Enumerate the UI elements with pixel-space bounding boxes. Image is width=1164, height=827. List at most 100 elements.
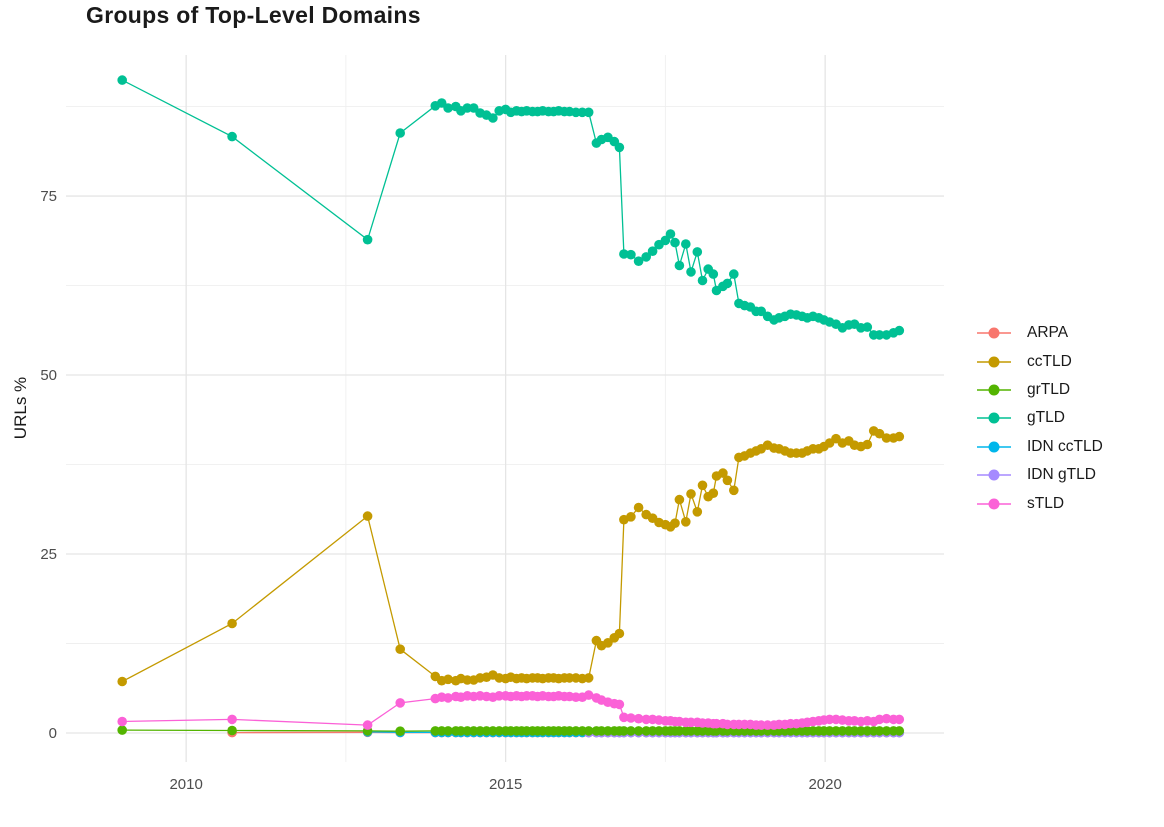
data-point-grtld <box>626 726 636 736</box>
data-point-cctld <box>862 439 873 450</box>
data-point-cctld <box>881 433 892 443</box>
legend-label: ccTLD <box>1027 352 1072 370</box>
data-point-cctld <box>674 494 685 505</box>
data-point-cctld <box>633 502 644 513</box>
data-point-grtld <box>619 726 629 736</box>
data-point-cctld <box>681 517 691 527</box>
data-point-gtld <box>692 247 703 257</box>
data-point-cctld <box>626 512 636 522</box>
data-point-gtld <box>665 229 676 239</box>
data-point-gtld <box>681 239 691 249</box>
legend-label: gTLD <box>1027 409 1065 427</box>
data-point-stld <box>874 714 885 725</box>
legend-key-icon <box>977 327 1011 339</box>
y-tick-label: 75 <box>40 188 57 205</box>
data-point-gtld <box>660 235 671 246</box>
data-point-gtld <box>619 249 629 259</box>
data-point-cctld <box>692 507 703 517</box>
data-point-stld <box>583 690 594 700</box>
legend-key-icon <box>977 441 1011 453</box>
data-point-gtld <box>117 75 127 85</box>
legend-label: IDN ccTLD <box>1027 437 1103 455</box>
data-point-gtld <box>874 330 885 340</box>
data-point-grtld <box>395 726 406 736</box>
data-point-gtld <box>697 275 708 286</box>
data-point-grtld <box>881 726 892 736</box>
legend-key-icon <box>977 498 1011 510</box>
data-point-gtld <box>488 113 498 123</box>
data-point-stld <box>227 714 237 725</box>
data-point-gtld <box>647 246 658 256</box>
data-point-gtld <box>708 269 719 279</box>
legend-label: IDN gTLD <box>1027 466 1096 484</box>
data-point-cctld <box>117 676 127 687</box>
data-point-stld <box>395 698 406 708</box>
data-point-stld <box>626 713 636 723</box>
legend-label: grTLD <box>1027 380 1071 398</box>
data-point-stld <box>362 720 373 730</box>
legend-label: ARPA <box>1027 324 1069 342</box>
data-point-gtld <box>395 128 406 138</box>
data-point-gtld <box>686 267 696 277</box>
legend-item-arpa: ARPA <box>976 319 1103 347</box>
data-point-gtld <box>729 269 739 279</box>
data-point-gtld <box>443 103 453 113</box>
x-tick-label: 2015 <box>489 776 522 793</box>
data-point-cctld <box>722 475 733 486</box>
data-point-gtld <box>362 234 373 245</box>
data-point-cctld <box>708 488 719 499</box>
data-point-cctld <box>670 518 680 528</box>
data-point-gtld <box>583 107 594 118</box>
y-tick-label: 50 <box>40 367 57 384</box>
legend-item-idn-gtld: IDN gTLD <box>976 461 1103 489</box>
data-point-cctld <box>686 489 696 499</box>
data-point-stld <box>633 713 644 724</box>
data-point-gtld <box>862 322 873 332</box>
data-point-gtld <box>641 252 651 262</box>
data-point-gtld <box>674 260 685 271</box>
data-point-cctld <box>894 431 905 442</box>
data-point-cctld <box>729 485 739 496</box>
data-point-gtld <box>626 249 636 260</box>
legend-item-cctld: ccTLD <box>976 347 1103 375</box>
data-point-gtld <box>633 256 644 267</box>
legend: ARPA ccTLD grTLD gTLD IDN ccTLD IDN gTLD sTLD <box>976 319 1103 518</box>
data-point-stld <box>881 713 892 724</box>
legend-item-idn-cctld: IDN ccTLD <box>976 433 1103 461</box>
chart-title: Groups of Top-Level Domains <box>86 2 421 28</box>
data-point-stld <box>614 699 625 710</box>
data-point-cctld <box>395 644 406 654</box>
data-point-cctld <box>697 480 708 491</box>
series-line-gtld <box>121 79 900 336</box>
data-point-grtld <box>633 726 644 736</box>
data-point-gtld <box>670 237 680 248</box>
data-point-gtld <box>722 278 733 289</box>
legend-key-icon <box>977 384 1011 396</box>
legend-item-grtld: grTLD <box>976 376 1103 404</box>
data-point-gtld <box>894 325 905 336</box>
legend-item-gtld: gTLD <box>976 404 1103 432</box>
data-point-grtld <box>227 725 237 736</box>
data-point-stld <box>117 716 127 727</box>
data-point-gtld <box>614 142 625 153</box>
data-point-stld <box>443 693 453 703</box>
y-tick-label: 25 <box>40 546 57 563</box>
data-point-cctld <box>227 618 237 629</box>
data-point-cctld <box>718 468 728 478</box>
legend-label: sTLD <box>1027 494 1065 512</box>
data-point-grtld <box>583 726 594 736</box>
x-tick-label: 2010 <box>169 776 202 793</box>
data-point-grtld <box>443 726 453 736</box>
data-point-cctld <box>443 674 453 685</box>
data-point-cctld <box>583 673 594 683</box>
legend-key-icon <box>977 356 1011 368</box>
data-point-grtld <box>117 725 127 735</box>
legend-key-icon <box>977 469 1011 481</box>
data-point-cctld <box>614 628 625 639</box>
data-point-cctld <box>874 428 885 439</box>
data-point-stld <box>894 714 905 725</box>
data-point-gtld <box>227 131 237 142</box>
y-tick-label: 0 <box>49 725 57 742</box>
